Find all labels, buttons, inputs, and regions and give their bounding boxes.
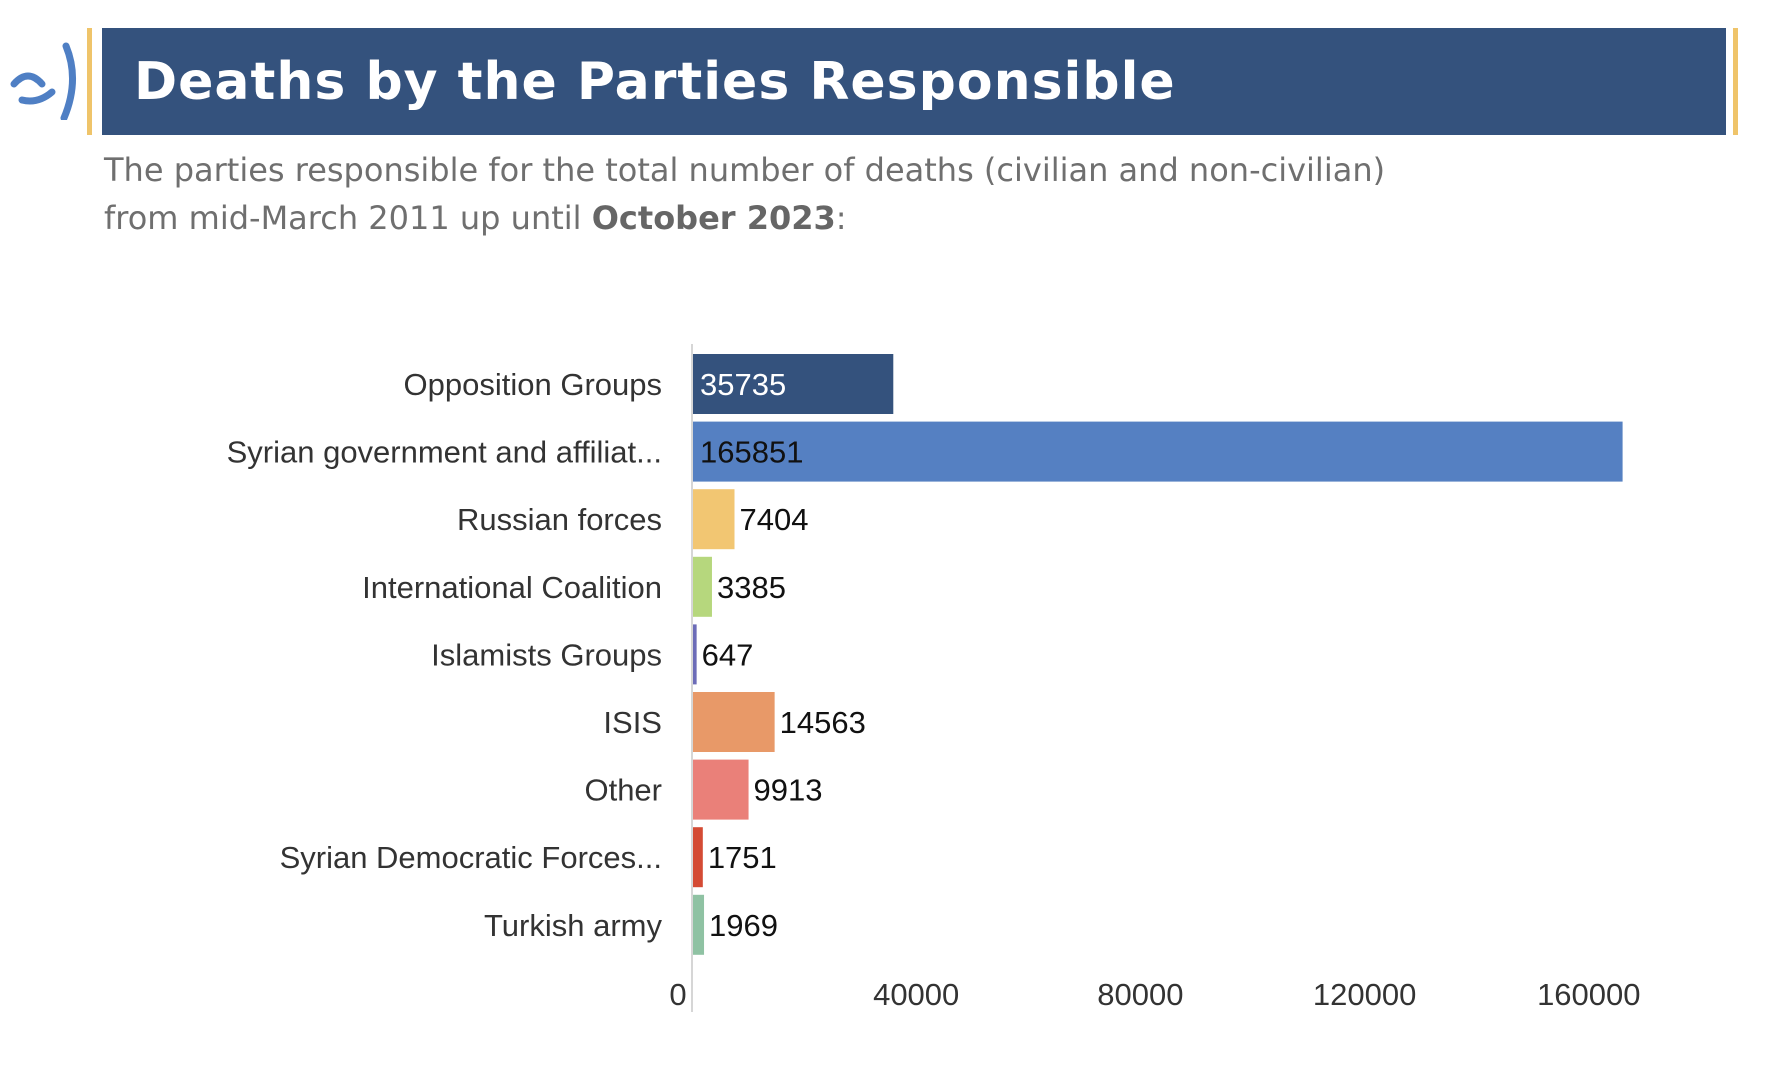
category-label: Russian forces xyxy=(457,502,662,537)
subtitle-date: October 2023 xyxy=(591,199,836,237)
data-label: 647 xyxy=(702,637,754,672)
category-label: Opposition Groups xyxy=(404,367,662,402)
data-label: 1751 xyxy=(708,840,777,875)
bar-0 xyxy=(693,354,894,414)
category-label: Syrian government and affiliat... xyxy=(227,435,662,470)
data-label: 3385 xyxy=(717,570,786,605)
subtitle-prefix: from mid-March 2011 up until xyxy=(104,199,592,237)
data-label: 35735 xyxy=(700,367,786,402)
chart-subtitle: The parties responsible for the total nu… xyxy=(104,146,1664,242)
bar-4 xyxy=(693,624,697,685)
data-label: 14563 xyxy=(780,705,866,740)
bar-3 xyxy=(693,556,712,617)
category-label: International Coalition xyxy=(362,570,662,605)
bar-chart: Opposition Groups 35735 Syrian government … xyxy=(227,344,1641,1012)
bar-5 xyxy=(693,692,775,752)
data-label: 7404 xyxy=(739,502,808,537)
category-label: Turkish army xyxy=(484,908,662,943)
category-label: Islamists Groups xyxy=(431,637,662,672)
data-label: 1969 xyxy=(709,908,778,943)
subtitle-suffix: : xyxy=(835,199,847,237)
x-tick-label: 160000 xyxy=(1537,977,1640,1012)
category-label: Syrian Democratic Forces... xyxy=(280,840,662,875)
x-tick-label: 0 xyxy=(669,977,686,1012)
x-tick-label: 80000 xyxy=(1097,977,1183,1012)
x-tick-label: 120000 xyxy=(1313,977,1416,1012)
bar-1 xyxy=(693,421,1623,482)
subtitle-line-2: from mid-March 2011 up until October 202… xyxy=(104,194,1664,242)
bar-2 xyxy=(693,489,735,550)
bar-7 xyxy=(693,827,703,888)
data-label: 165851 xyxy=(700,435,803,470)
bar-6 xyxy=(693,759,749,820)
x-tick-label: 40000 xyxy=(873,977,959,1012)
page-title: Deaths by the Parties Responsible xyxy=(134,51,1176,112)
category-label: Other xyxy=(584,773,662,808)
data-label: 9913 xyxy=(754,773,823,808)
bar-8 xyxy=(693,894,705,955)
accent-bar-right xyxy=(1733,28,1738,135)
subtitle-line-1: The parties responsible for the total nu… xyxy=(104,151,1386,189)
brand-arc-logo-icon xyxy=(10,42,77,120)
accent-bar-left xyxy=(87,28,92,135)
category-label: ISIS xyxy=(603,705,662,740)
header-banner: Deaths by the Parties Responsible xyxy=(102,28,1726,135)
